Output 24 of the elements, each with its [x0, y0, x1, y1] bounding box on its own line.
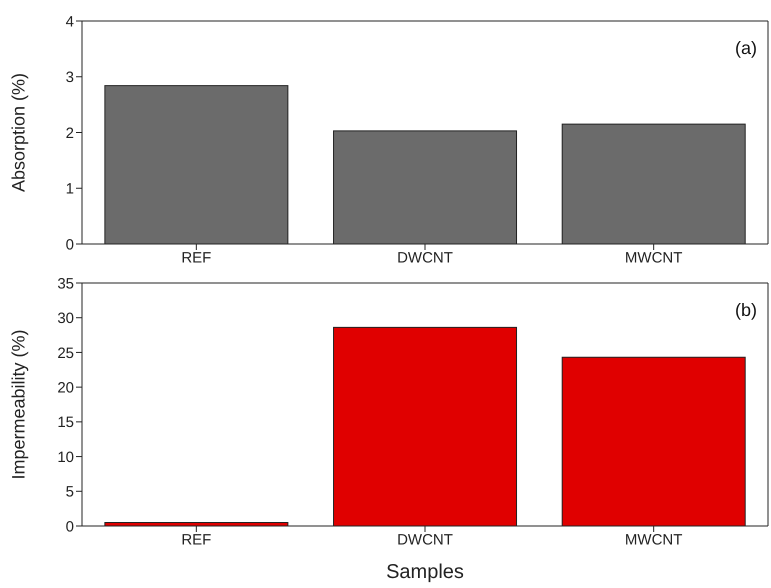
annotation: (a) [735, 38, 757, 59]
y-tick-label: 35 [57, 275, 74, 292]
x-axis-title: Samples [386, 561, 464, 583]
y-tick-label: 25 [57, 344, 74, 362]
x-tick-label: DWCNT [397, 532, 453, 549]
x-tick-label: DWCNT [397, 250, 453, 267]
y-tick-label: 15 [57, 414, 74, 432]
y-tick-label: 10 [57, 448, 74, 466]
y-tick-label: 3 [66, 69, 74, 86]
y-axis-title: Absorption (%) [8, 72, 28, 192]
y-tick-label: 30 [57, 310, 74, 328]
x-tick-label: REF [181, 532, 212, 549]
annotation: (b) [735, 300, 757, 321]
x-tick-label: MWCNT [624, 250, 682, 267]
y-tick-label: 0 [66, 518, 74, 536]
y-tick-label: 2 [66, 124, 74, 142]
y-tick-label: 5 [66, 484, 74, 501]
y-tick-label: 4 [66, 13, 74, 30]
y-tick-label: 0 [66, 236, 74, 254]
y-axis-title: Impermeability (%) [8, 329, 28, 480]
y-tick-label: 20 [57, 379, 74, 396]
x-tick-label: MWCNT [624, 532, 682, 549]
x-tick-label: REF [181, 250, 212, 267]
y-tick-label: 1 [66, 180, 74, 198]
